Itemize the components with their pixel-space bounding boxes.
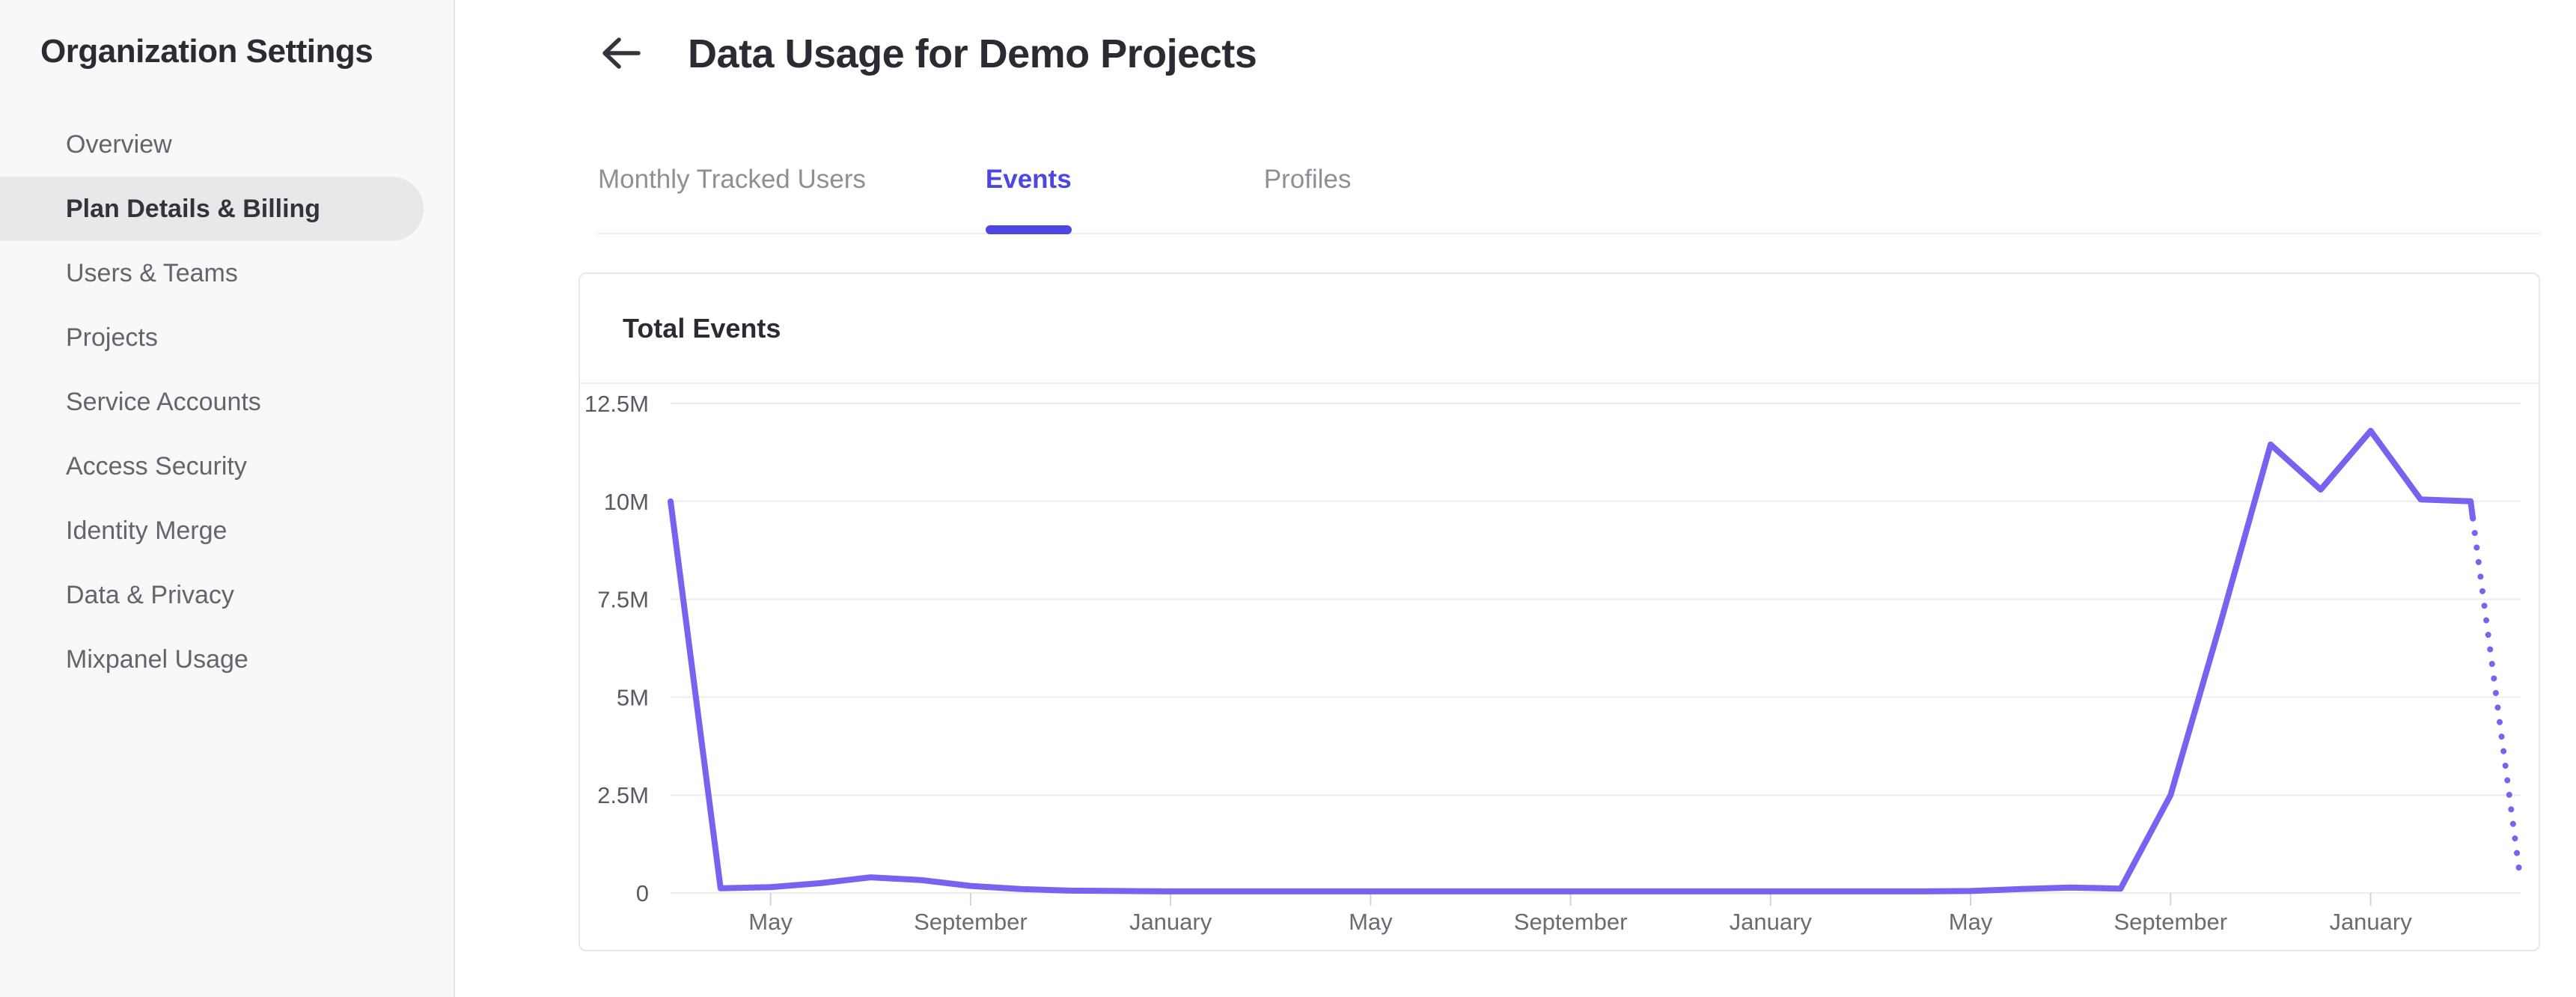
page-header: Data Usage for Demo Projects (579, 30, 2540, 78)
sidebar-title: Organization Settings (40, 33, 373, 70)
events-line-projected-dotted (2470, 515, 2524, 885)
card-title: Total Events (623, 312, 781, 344)
sidebar-item-projects[interactable]: Projects (66, 323, 158, 352)
y-axis-label: 0 (636, 880, 649, 906)
card-header: Total Events (580, 274, 2539, 384)
sidebar-nav: Overview Plan Details & Billing Users & Te… (0, 112, 454, 692)
sidebar-item-overview[interactable]: Overview (66, 129, 172, 159)
x-axis-label: September (2113, 909, 2227, 935)
tabs: Monthly Tracked Users Events Profiles (598, 166, 2540, 234)
sidebar-item-data-and-privacy[interactable]: Data & Privacy (66, 580, 234, 609)
sidebar: Organization Settings Overview Plan Detai… (0, 0, 455, 997)
tab-events[interactable]: Events (985, 166, 1072, 234)
sidebar-item-access-security[interactable]: Access Security (66, 451, 247, 481)
total-events-card: Total Events 0 2.5M 5M 7.5M 10M 12.5M May Septe… (579, 272, 2540, 951)
x-axis-label: September (914, 909, 1028, 935)
total-events-chart[interactable]: 0 2.5M 5M 7.5M 10M 12.5M May September January Ma… (580, 384, 2539, 948)
x-axis-label: January (1730, 909, 1813, 935)
y-axis-label: 10M (604, 489, 649, 515)
back-button[interactable] (596, 33, 646, 75)
main-content: Data Usage for Demo Projects Monthly Tra… (455, 0, 2576, 997)
x-axis-label: January (2329, 909, 2412, 935)
y-axis-label: 7.5M (597, 587, 649, 613)
y-axis-label: 5M (617, 684, 649, 710)
sidebar-item-identity-merge[interactable]: Identity Merge (66, 516, 228, 545)
tab-profiles[interactable]: Profiles (1263, 165, 1352, 194)
x-axis-label: May (748, 909, 793, 935)
arrow-left-icon (599, 35, 643, 73)
x-axis-label: May (1349, 909, 1393, 935)
x-axis-label: September (1514, 909, 1628, 935)
x-axis-label: January (1129, 909, 1212, 935)
sidebar-item-plan-details-and-billing[interactable]: Plan Details & Billing (0, 177, 424, 241)
sidebar-item-mixpanel-usage[interactable]: Mixpanel Usage (66, 644, 248, 674)
y-axis-label: 12.5M (585, 391, 649, 417)
x-axis-label: May (1949, 909, 1993, 935)
events-line (668, 427, 2474, 894)
tab-monthly-tracked-users[interactable]: Monthly Tracked Users (598, 165, 866, 194)
chart-area: 0 2.5M 5M 7.5M 10M 12.5M May September January Ma… (580, 384, 2539, 948)
sidebar-item-users-and-teams[interactable]: Users & Teams (66, 258, 238, 287)
page-title: Data Usage for Demo Projects (688, 31, 1257, 76)
y-axis-label: 2.5M (597, 782, 649, 808)
sidebar-item-service-accounts[interactable]: Service Accounts (66, 387, 261, 416)
